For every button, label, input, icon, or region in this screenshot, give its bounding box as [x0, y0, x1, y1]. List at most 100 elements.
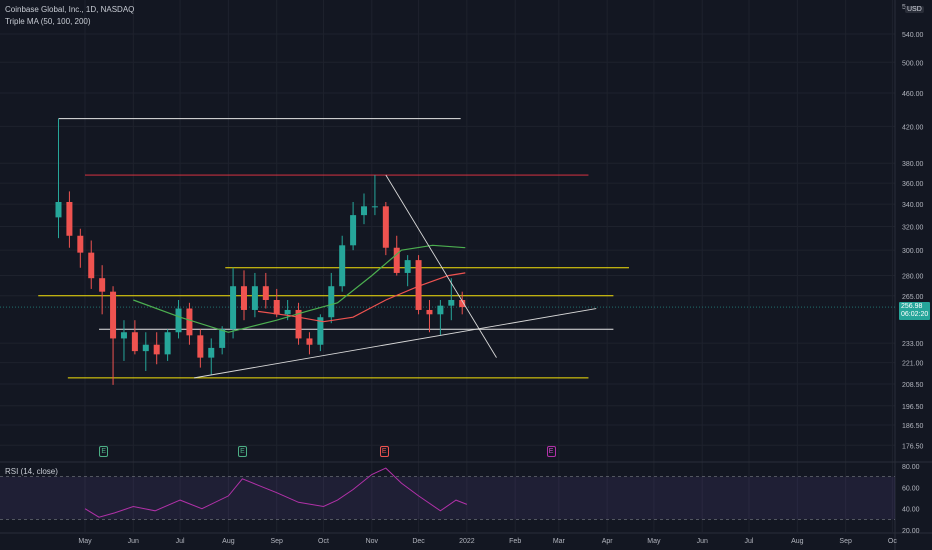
trend-lines[interactable] — [194, 174, 597, 379]
candle-body — [219, 329, 226, 348]
time-axis[interactable]: May Jun Jul Aug Sep Oct Nov Dec 2022 Feb Mar Apr May… — [78, 538, 897, 545]
candle-body — [437, 305, 444, 315]
time-tick-label: Jul — [745, 538, 754, 545]
candle-body — [459, 299, 466, 308]
rsi-tick-label: 80.00 — [902, 464, 920, 471]
last-price-tag: 256.98 06:02:20 — [899, 302, 930, 320]
rsi-tick-label: 60.00 — [902, 485, 920, 492]
rsi-tick-label: 20.00 — [902, 528, 920, 535]
candle-body — [131, 332, 138, 352]
rsi-tick-label: 40.00 — [902, 507, 920, 514]
trend-line[interactable] — [385, 174, 497, 358]
price-tick-label: 540.00 — [902, 32, 924, 39]
rsi-label[interactable]: RSI (14, close) — [5, 467, 58, 476]
candle-body — [328, 286, 335, 318]
time-tick-label: Jun — [128, 538, 139, 545]
last-price: 256.98 — [901, 303, 923, 310]
time-tick-label: Nov — [366, 538, 379, 545]
candle-body — [77, 235, 84, 253]
candle-body — [164, 332, 171, 355]
price-tick-label: 380.00 — [902, 161, 924, 168]
price-tick-label: 300.00 — [902, 248, 924, 255]
candle-body — [273, 299, 280, 315]
candle-body — [99, 278, 106, 292]
earnings-marker[interactable]: E — [379, 446, 389, 457]
price-tick-label: 233.00 — [902, 341, 924, 348]
time-tick-label: May — [647, 538, 661, 545]
candle-body — [361, 206, 368, 216]
rsi-line — [84, 467, 468, 518]
price-tick-label: 186.50 — [902, 423, 924, 430]
candle-body — [55, 201, 62, 218]
candle-body — [295, 309, 302, 339]
price-tick-label: 460.00 — [902, 91, 924, 98]
time-tick-label: Sep — [270, 538, 283, 545]
price-tick-label: 196.50 — [902, 404, 924, 411]
price-tick-label: 221.00 — [902, 361, 924, 368]
candle-body — [197, 335, 204, 358]
candle-body — [66, 201, 73, 236]
time-tick-label: Jul — [176, 538, 185, 545]
time-tick-label: Feb — [509, 538, 521, 545]
time-tick-label: Jun — [697, 538, 708, 545]
candle-body — [404, 260, 411, 273]
currency-badge[interactable]: USD — [905, 6, 924, 13]
candle-body — [142, 344, 149, 352]
rsi-pane[interactable] — [0, 467, 895, 520]
price-tick-label: 208.50 — [902, 382, 924, 389]
time-tick-label: Mar — [553, 538, 566, 545]
price-tick-label: 360.00 — [902, 181, 924, 188]
price-axis[interactable]: 540.00 500.00 460.00 420.00 380.00 360.00 340.… — [902, 32, 924, 535]
time-tick-label: Sep — [839, 538, 852, 545]
price-tick-label: 320.00 — [902, 224, 924, 231]
candle-body — [284, 309, 291, 315]
price-tick-label: 500.00 — [902, 60, 924, 67]
candle-body — [208, 347, 215, 358]
time-tick-label: May — [78, 538, 92, 545]
price-tick-label: 280.00 — [902, 274, 924, 281]
candle-body — [175, 308, 182, 333]
candle-body — [230, 286, 237, 330]
price-tick-label: 420.00 — [902, 124, 924, 131]
moving-averages — [133, 244, 466, 333]
indicator-label[interactable]: Triple MA (50, 100, 200) — [5, 17, 91, 26]
ma-line — [133, 244, 466, 333]
candle-body — [350, 215, 357, 246]
time-tick-label: Oc — [888, 538, 897, 545]
candle-body — [120, 332, 127, 339]
horizontal-levels[interactable] — [0, 118, 895, 379]
corner-label: 5 — [902, 4, 906, 11]
ma-line — [257, 272, 466, 323]
candle-body — [317, 317, 324, 345]
price-tick-label: 176.50 — [902, 443, 924, 450]
candle-body — [371, 206, 378, 208]
candle-body — [426, 309, 433, 315]
candle-body — [110, 291, 117, 339]
candle-body — [186, 308, 193, 336]
candle-body — [339, 245, 346, 287]
price-tick-label: 340.00 — [902, 202, 924, 209]
earnings-marker[interactable]: E — [99, 446, 109, 457]
time-tick-label: Dec — [412, 538, 425, 545]
candle-body — [415, 260, 422, 310]
candle-body — [306, 338, 313, 345]
earnings-marker[interactable]: E — [546, 446, 556, 457]
candle-body — [382, 206, 389, 248]
symbol-title[interactable]: Coinbase Global, Inc., 1D, NASDAQ — [5, 5, 135, 14]
price-tick-label: 265.00 — [902, 294, 924, 301]
candle-body — [240, 286, 247, 310]
candle-body — [251, 286, 258, 310]
bar-countdown: 06:02:20 — [901, 311, 929, 318]
rsi-band-fill — [0, 476, 895, 520]
time-tick-label: Aug — [791, 538, 804, 545]
trend-line[interactable] — [194, 308, 597, 379]
time-tick-label: 2022 — [459, 538, 475, 545]
candle-body — [88, 252, 95, 279]
candle-body — [393, 247, 400, 273]
time-tick-label: Aug — [222, 538, 235, 545]
candle-body — [153, 344, 160, 355]
time-tick-label: Apr — [602, 538, 614, 545]
earnings-marker[interactable]: E — [237, 446, 247, 457]
